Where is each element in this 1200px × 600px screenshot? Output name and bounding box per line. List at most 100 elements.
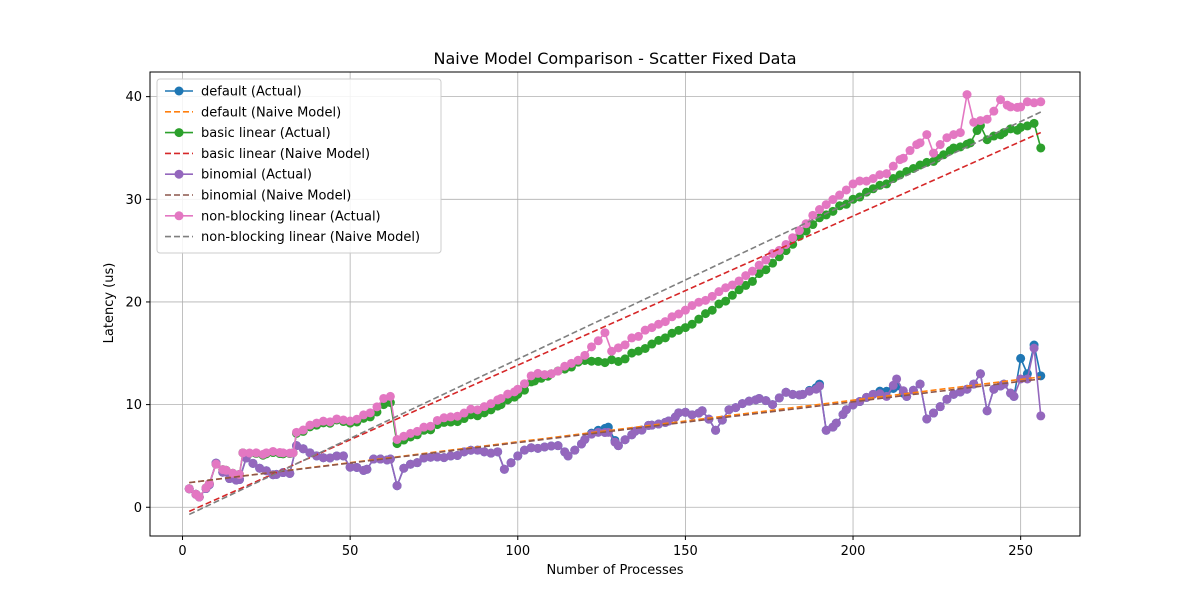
data-point xyxy=(305,448,315,458)
data-point xyxy=(731,403,741,413)
data-point xyxy=(211,459,221,469)
data-point xyxy=(513,384,523,394)
data-point xyxy=(278,448,288,458)
data-point xyxy=(587,356,597,366)
data-point xyxy=(352,414,362,424)
data-point xyxy=(248,458,258,468)
data-point xyxy=(761,396,771,406)
data-point xyxy=(228,468,238,478)
legend-marker xyxy=(174,211,184,221)
data-point xyxy=(194,492,204,502)
data-point xyxy=(251,448,261,458)
data-point xyxy=(808,210,818,220)
data-point xyxy=(888,161,898,171)
data-point xyxy=(928,408,938,418)
data-point xyxy=(768,400,778,410)
data-point xyxy=(727,290,737,300)
data-point xyxy=(352,462,362,472)
model-line xyxy=(189,378,1041,484)
data-point xyxy=(446,451,456,461)
data-point xyxy=(496,393,506,403)
data-point xyxy=(486,399,496,409)
data-point xyxy=(473,405,483,415)
data-point xyxy=(570,445,580,455)
data-point xyxy=(573,355,583,365)
data-point xyxy=(221,465,231,475)
legend-marker xyxy=(174,86,184,96)
data-point xyxy=(848,179,858,189)
data-point xyxy=(922,414,932,424)
data-point xyxy=(1016,353,1026,363)
ticks: 0 50 100 150 200 250 0 10 20 30 40 xyxy=(125,90,1033,559)
data-point xyxy=(721,296,731,306)
data-point xyxy=(627,333,637,343)
data-point xyxy=(1036,371,1046,381)
data-point xyxy=(667,328,677,338)
data-point xyxy=(727,280,737,290)
data-point xyxy=(707,291,717,301)
data-point xyxy=(647,323,657,333)
data-point xyxy=(526,443,536,453)
y-tick-label: 40 xyxy=(125,90,142,105)
data-point xyxy=(563,451,573,461)
data-point xyxy=(647,420,657,430)
data-point xyxy=(325,417,335,427)
data-point xyxy=(412,426,422,436)
data-point xyxy=(362,464,372,474)
y-tick-label: 30 xyxy=(125,193,142,208)
data-point xyxy=(620,340,630,350)
data-point xyxy=(975,116,985,126)
data-point xyxy=(580,435,590,445)
data-point xyxy=(660,333,670,343)
data-point xyxy=(1029,118,1039,128)
data-point xyxy=(519,379,529,389)
legend-label: basic linear (Actual) xyxy=(201,126,331,141)
data-point xyxy=(868,389,878,399)
data-point xyxy=(828,195,838,205)
data-point xyxy=(989,384,999,394)
data-point xyxy=(466,404,476,414)
y-axis-label: Latency (us) xyxy=(102,263,117,344)
data-point xyxy=(928,148,938,158)
data-point xyxy=(1009,391,1019,401)
data-point xyxy=(1016,122,1026,132)
data-point xyxy=(915,138,925,148)
data-point xyxy=(385,391,395,401)
data-point xyxy=(580,350,590,360)
grid xyxy=(150,72,1080,536)
legend-label: binomial (Actual) xyxy=(201,168,312,183)
data-point xyxy=(962,90,972,100)
data-point xyxy=(620,435,630,445)
data-point xyxy=(620,354,630,364)
data-point xyxy=(426,452,436,462)
data-point xyxy=(935,402,945,412)
model-line xyxy=(188,111,1042,516)
data-point xyxy=(882,169,892,179)
y-tick-label: 20 xyxy=(125,295,142,310)
data-point xyxy=(982,406,992,416)
x-tick-label: 250 xyxy=(1008,544,1033,559)
data-point xyxy=(744,396,754,406)
data-point xyxy=(332,451,342,461)
data-point xyxy=(1036,97,1046,107)
data-point xyxy=(238,448,248,458)
data-point xyxy=(486,448,496,458)
data-point xyxy=(942,394,952,404)
data-point xyxy=(493,447,503,457)
data-point xyxy=(499,464,509,474)
data-point xyxy=(486,405,496,415)
data-point xyxy=(898,153,908,163)
data-point xyxy=(452,411,462,421)
data-point xyxy=(613,441,623,451)
data-point xyxy=(714,299,724,309)
data-point xyxy=(419,453,429,463)
data-point xyxy=(204,479,214,489)
data-point xyxy=(747,276,757,286)
data-point xyxy=(801,226,811,236)
data-point xyxy=(412,458,422,468)
data-point xyxy=(761,255,771,265)
data-point xyxy=(285,468,295,478)
data-point xyxy=(593,427,603,437)
data-point xyxy=(298,444,308,454)
